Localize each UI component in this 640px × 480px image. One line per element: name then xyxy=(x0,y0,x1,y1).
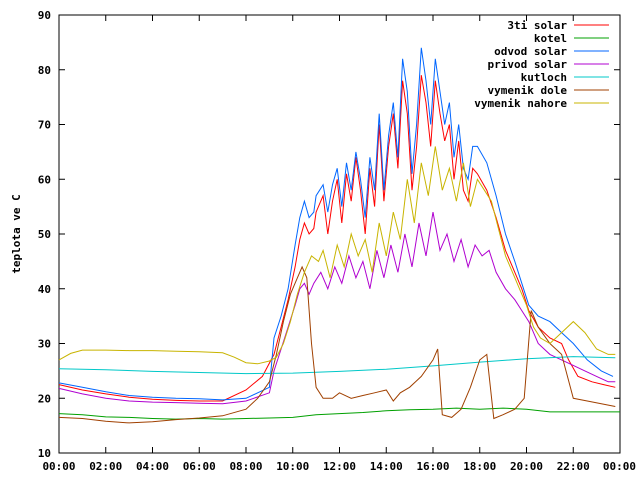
y-tick-label: 70 xyxy=(38,119,51,132)
x-tick-label: 06:00 xyxy=(183,460,216,473)
x-tick-label: 14:00 xyxy=(370,460,403,473)
series-line-kotel xyxy=(58,407,620,420)
series-lines xyxy=(58,47,620,424)
series-line-vymenik-dole xyxy=(58,265,616,424)
series-line-odvod-solar xyxy=(58,47,614,401)
x-tick-label: 04:00 xyxy=(136,460,169,473)
y-tick-label: 90 xyxy=(38,9,51,22)
y-tick-label: 60 xyxy=(38,173,51,186)
x-axis: 00:00 02:00 04:00 06:00 08:00 10:00 12:00 14:00… xyxy=(42,15,636,473)
series-line-vymenik-nahore xyxy=(58,146,616,365)
series-line-privod-solar xyxy=(58,212,616,405)
legend-label: kutloch xyxy=(521,71,567,84)
x-tick-label: 00:00 xyxy=(603,460,636,473)
y-tick-label: 20 xyxy=(38,392,51,405)
y-axis: 10 20 30 40 50 60 70 80 90 xyxy=(38,9,620,460)
legend-label: 3ti solar xyxy=(507,19,567,32)
legend-label: odvod solar xyxy=(494,45,567,58)
series-line-kutloch xyxy=(58,356,616,375)
y-tick-label: 30 xyxy=(38,338,51,351)
legend-label: privod solar xyxy=(488,58,568,71)
x-tick-label: 02:00 xyxy=(89,460,122,473)
x-tick-label: 10:00 xyxy=(276,460,309,473)
legend-label: vymenik dole xyxy=(488,84,568,97)
x-tick-label: 12:00 xyxy=(323,460,356,473)
x-tick-label: 08:00 xyxy=(229,460,262,473)
y-tick-label: 10 xyxy=(38,447,51,460)
legend-label: vymenik nahore xyxy=(474,97,567,110)
y-axis-label: teplota ve C xyxy=(10,194,23,273)
series-line-3ti-solar xyxy=(58,75,616,402)
x-tick-label: 18:00 xyxy=(463,460,496,473)
y-tick-label: 40 xyxy=(38,283,51,296)
y-tick-label: 80 xyxy=(38,64,51,77)
y-tick-label: 50 xyxy=(38,228,51,241)
x-tick-label: 00:00 xyxy=(42,460,75,473)
x-tick-label: 22:00 xyxy=(557,460,590,473)
x-tick-label: 20:00 xyxy=(510,460,543,473)
legend-label: kotel xyxy=(534,32,567,45)
x-tick-label: 16:00 xyxy=(416,460,449,473)
